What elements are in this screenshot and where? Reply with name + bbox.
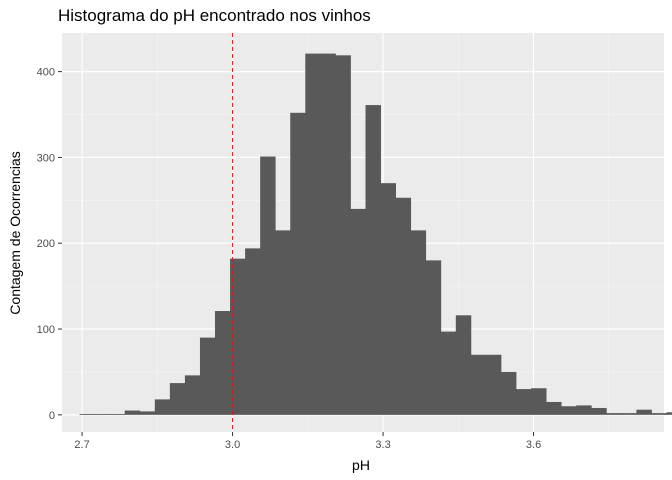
histogram-bar [531, 388, 547, 415]
y-tick-label: 300 [37, 152, 55, 164]
histogram-bar [169, 383, 186, 415]
histogram-bar [546, 401, 562, 415]
histogram-bar [199, 337, 216, 415]
y-tick-label: 400 [37, 67, 55, 79]
histogram-bar [184, 375, 201, 415]
histogram-bar [109, 413, 126, 415]
histogram-bar [561, 406, 577, 415]
histogram-bar [350, 208, 366, 415]
histogram-bar [275, 230, 291, 415]
histogram-bar [79, 413, 96, 415]
histogram-bar [260, 156, 276, 415]
x-axis-title: pH [352, 457, 370, 473]
histogram-bar [245, 248, 261, 415]
histogram-bar [440, 331, 457, 415]
y-tick-label: 200 [37, 238, 55, 250]
x-tick-label: 2.7 [74, 439, 89, 451]
histogram-bar [666, 412, 672, 415]
chart-title: Histograma do pH encontrado nos vinhos [58, 6, 371, 25]
histogram-bar [305, 53, 321, 415]
x-tick-label: 3.6 [526, 439, 541, 451]
histogram-bar [636, 409, 652, 415]
histogram-bar [485, 354, 502, 415]
histogram-bar [154, 399, 171, 415]
x-tick-label: 3.0 [225, 439, 240, 451]
histogram-bar [124, 410, 141, 415]
histogram-bar [651, 413, 667, 415]
x-tick-label: 3.3 [375, 439, 390, 451]
histogram-bar [335, 55, 351, 415]
histogram-bar [470, 354, 487, 415]
histogram-bar [591, 407, 607, 415]
histogram-bar [455, 315, 472, 415]
y-tick-label: 100 [37, 324, 55, 336]
histogram-bar [365, 105, 381, 415]
histogram-bar [516, 389, 532, 415]
histogram-bar [395, 197, 412, 415]
histogram-bar [230, 258, 246, 415]
axis-ticks: 2.7 3.0 3.3 3.6 0 100 200 300 400 [37, 67, 542, 451]
histogram-bar [410, 230, 427, 415]
histogram-bar [576, 405, 592, 415]
y-tick-label: 0 [49, 410, 55, 422]
histogram-bar [215, 311, 231, 415]
histogram-bars [79, 53, 672, 415]
histogram-bar [500, 371, 517, 415]
histogram-bar [139, 411, 156, 415]
histogram-bar [380, 183, 397, 415]
histogram-bar [94, 413, 111, 415]
histogram-bar [425, 260, 442, 415]
histogram-bar [320, 53, 336, 415]
y-axis-title: Contagem de Ocorrencias [7, 151, 23, 314]
histogram-bar [606, 413, 622, 415]
histogram-bar [621, 413, 637, 415]
histogram-bar [290, 112, 306, 415]
